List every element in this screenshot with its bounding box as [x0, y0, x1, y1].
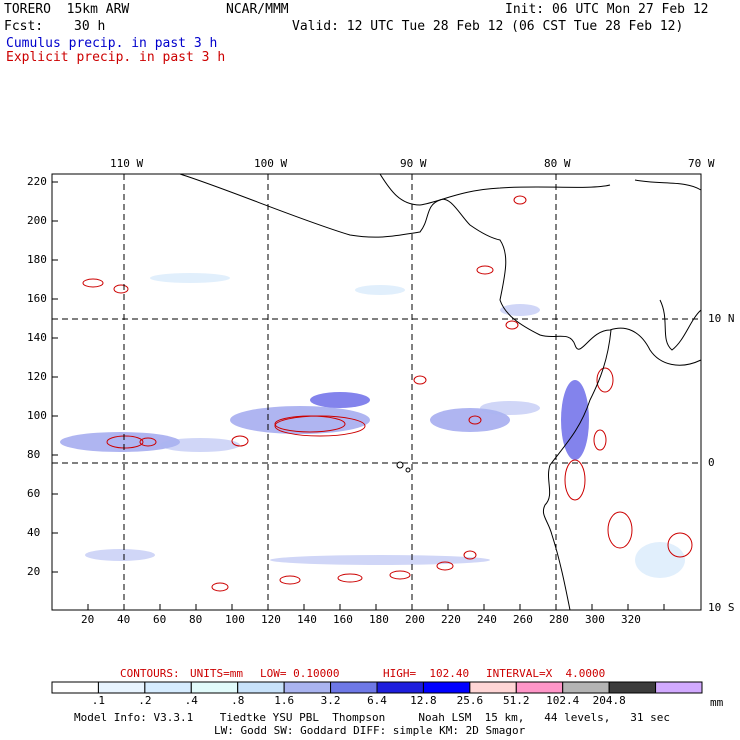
- lon-label-90w: 90 W: [400, 157, 427, 170]
- x-tick-label: 140: [297, 613, 317, 626]
- contours-interval: INTERVAL=X 4.0000: [486, 667, 606, 680]
- colorbar-label: 12.8: [410, 694, 437, 707]
- y-tick-label: 20: [27, 565, 41, 578]
- y-tick-label: 180: [27, 253, 47, 266]
- y-tick-label: 160: [27, 292, 47, 305]
- x-tick-label: 100: [225, 613, 245, 626]
- lon-label-80w: 80 W: [544, 157, 571, 170]
- legend-explicit: Explicit precip. in past 3 h: [6, 50, 226, 65]
- y-tick-label: 140: [27, 331, 47, 344]
- forecast-label: Fcst:: [4, 19, 44, 34]
- map-frame: [51, 173, 702, 611]
- colorbar-swatch: [97, 681, 146, 694]
- valid-time: Valid: 12 UTC Tue 28 Feb 12 (06 CST Tue …: [292, 19, 684, 34]
- colorbar-swatch: [51, 681, 99, 694]
- lat-label-10n: 10 N: [708, 312, 735, 325]
- x-axis-ticks: [87, 604, 665, 610]
- contours-high: HIGH= 102.40: [383, 667, 470, 680]
- colorbar-swatch: [330, 681, 378, 694]
- lon-label-70w: 70 W: [688, 157, 715, 170]
- x-tick-label: 120: [261, 613, 281, 626]
- colorbar-label: 1.6: [274, 694, 295, 707]
- lat-label-0: 0: [708, 456, 715, 469]
- colorbar-unit: mm: [710, 696, 724, 709]
- y-tick-label: 220: [27, 175, 47, 188]
- colorbar-swatch: [237, 681, 285, 694]
- x-tick-label: 240: [477, 613, 497, 626]
- colorbar-label: 3.2: [320, 694, 341, 707]
- lat-lon-grid: [52, 174, 701, 610]
- x-tick-label: 300: [585, 613, 605, 626]
- contours-low: LOW= 0.10000: [260, 667, 340, 680]
- colorbar-swatch: [608, 681, 657, 694]
- x-tick-label: 40: [117, 613, 131, 626]
- x-tick-label: 280: [549, 613, 569, 626]
- cumulus-precip-areas: [60, 273, 685, 578]
- colorbar-label: .4: [184, 694, 198, 707]
- y-tick-label: 40: [27, 526, 41, 539]
- colorbar-swatch: [190, 681, 239, 694]
- x-tick-label: 60: [153, 613, 167, 626]
- lon-label-110w: 110 W: [110, 157, 144, 170]
- legend-cumulus: Cumulus precip. in past 3 h: [6, 36, 218, 51]
- x-tick-label: 180: [369, 613, 389, 626]
- lon-label-100w: 100 W: [254, 157, 288, 170]
- colorbar-swatch: [562, 681, 610, 694]
- coastlines: [179, 173, 702, 611]
- contours-units: UNITS=mm: [190, 667, 243, 680]
- colorbar-label: .2: [138, 694, 152, 707]
- colorbar-label: .8: [231, 694, 245, 707]
- x-tick-label: 200: [405, 613, 425, 626]
- x-tick-label: 80: [189, 613, 203, 626]
- y-tick-label: 100: [27, 409, 47, 422]
- contours-caption: CONTOURS:: [120, 667, 180, 680]
- colorbar-label: 204.8: [592, 694, 626, 707]
- lat-label-10s: 10 S: [708, 601, 735, 614]
- x-tick-label: 160: [333, 613, 353, 626]
- x-tick-label: 20: [81, 613, 95, 626]
- colorbar: [51, 681, 703, 694]
- colorbar-swatch: [376, 681, 424, 694]
- y-tick-label: 120: [27, 370, 47, 383]
- x-tick-label: 220: [441, 613, 461, 626]
- y-tick-label: 80: [27, 448, 41, 461]
- colorbar-swatch: [283, 681, 332, 694]
- colorbar-swatch: [515, 681, 564, 694]
- x-tick-label: 320: [621, 613, 641, 626]
- colorbar-label: .1: [91, 694, 106, 707]
- colorbar-label: 51.2: [503, 694, 530, 707]
- y-tick-label: 60: [27, 487, 41, 500]
- model-info-line2: LW: Godd SW: Goddard DIFF: simple KM: 2D…: [214, 724, 526, 737]
- y-axis-ticks: [52, 181, 58, 573]
- y-tick-label: 200: [27, 214, 47, 227]
- colorbar-swatch: [469, 681, 517, 694]
- model-info-line1: Model Info: V3.3.1 Tiedtke YSU PBL Thomp…: [74, 711, 671, 724]
- x-tick-label: 260: [513, 613, 533, 626]
- organization-label: NCAR/MMM: [226, 2, 289, 17]
- model-title: TORERO 15km ARW: [4, 2, 130, 17]
- colorbar-label: 102.4: [546, 694, 580, 707]
- explicit-precip-contours: [82, 195, 693, 592]
- colorbar-label: 25.6: [456, 694, 484, 707]
- forecast-hours: 30 h: [74, 19, 106, 34]
- colorbar-label: 6.4: [367, 694, 387, 707]
- colorbar-swatch: [655, 681, 703, 694]
- colorbar-swatch: [144, 681, 192, 694]
- init-time: Init: 06 UTC Mon 27 Feb 12: [505, 2, 709, 17]
- colorbar-swatch: [422, 681, 471, 694]
